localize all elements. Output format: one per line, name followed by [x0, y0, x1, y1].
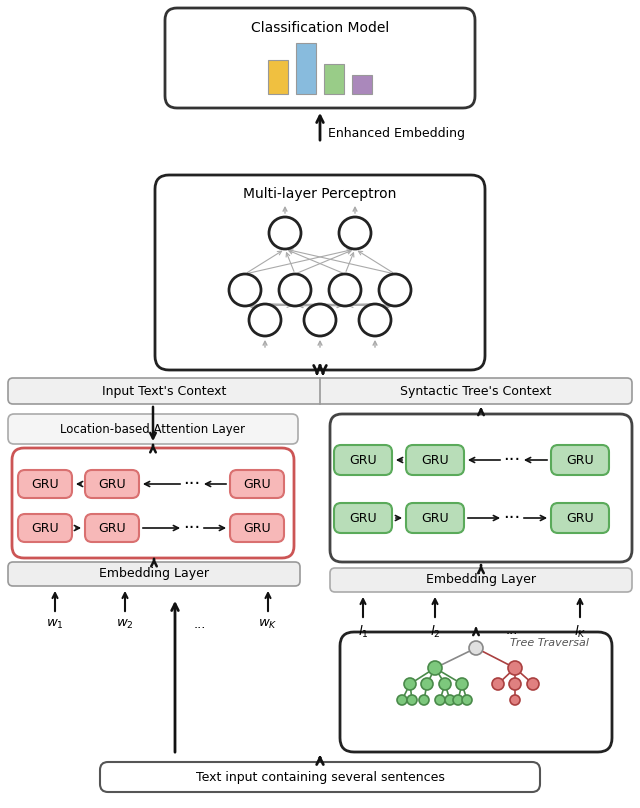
Text: Embedding Layer: Embedding Layer [99, 567, 209, 580]
Text: GRU: GRU [421, 511, 449, 524]
Circle shape [445, 695, 455, 705]
Text: ...: ... [506, 624, 518, 637]
FancyBboxPatch shape [230, 470, 284, 498]
Circle shape [428, 661, 442, 675]
Circle shape [249, 304, 281, 336]
Text: GRU: GRU [31, 478, 59, 490]
FancyBboxPatch shape [551, 503, 609, 533]
Text: ···: ··· [184, 475, 200, 493]
Text: GRU: GRU [349, 511, 377, 524]
Circle shape [421, 678, 433, 690]
Text: GRU: GRU [98, 478, 126, 490]
Circle shape [492, 678, 504, 690]
Text: GRU: GRU [31, 521, 59, 535]
Circle shape [456, 678, 468, 690]
Text: GRU: GRU [243, 521, 271, 535]
Text: GRU: GRU [243, 478, 271, 490]
Text: Text input containing several sentences: Text input containing several sentences [196, 771, 444, 784]
FancyBboxPatch shape [18, 470, 72, 498]
Circle shape [329, 274, 361, 306]
FancyBboxPatch shape [12, 448, 294, 558]
FancyBboxPatch shape [230, 514, 284, 542]
Text: Tree Traversal: Tree Traversal [510, 638, 589, 648]
Text: GRU: GRU [566, 453, 594, 466]
FancyBboxPatch shape [406, 503, 464, 533]
FancyBboxPatch shape [551, 445, 609, 475]
Text: Enhanced Embedding: Enhanced Embedding [328, 127, 465, 140]
Circle shape [229, 274, 261, 306]
FancyBboxPatch shape [8, 414, 298, 444]
Text: $w_K$: $w_K$ [258, 618, 278, 631]
Circle shape [359, 304, 391, 336]
FancyBboxPatch shape [406, 445, 464, 475]
FancyBboxPatch shape [334, 445, 392, 475]
Circle shape [510, 695, 520, 705]
Circle shape [439, 678, 451, 690]
FancyBboxPatch shape [334, 503, 392, 533]
FancyBboxPatch shape [340, 632, 612, 752]
Circle shape [509, 678, 521, 690]
Text: Embedding Layer: Embedding Layer [426, 574, 536, 587]
Circle shape [435, 695, 445, 705]
Circle shape [279, 274, 311, 306]
FancyBboxPatch shape [155, 175, 485, 370]
Circle shape [339, 217, 371, 249]
FancyBboxPatch shape [330, 568, 632, 592]
FancyBboxPatch shape [85, 514, 139, 542]
Bar [296, 43, 316, 94]
Circle shape [527, 678, 539, 690]
Text: ···: ··· [504, 451, 520, 469]
FancyBboxPatch shape [8, 378, 632, 404]
Text: $l_2$: $l_2$ [429, 624, 440, 640]
Circle shape [269, 217, 301, 249]
FancyBboxPatch shape [165, 8, 475, 108]
Bar [352, 75, 372, 94]
Text: ...: ... [194, 618, 206, 631]
FancyBboxPatch shape [85, 470, 139, 498]
Text: $l_1$: $l_1$ [358, 624, 369, 640]
Text: Location-based Attention Layer: Location-based Attention Layer [61, 423, 246, 436]
FancyBboxPatch shape [100, 762, 540, 792]
Circle shape [404, 678, 416, 690]
Circle shape [462, 695, 472, 705]
Text: $w_1$: $w_1$ [46, 618, 64, 631]
Text: Syntactic Tree's Context: Syntactic Tree's Context [400, 385, 552, 398]
FancyBboxPatch shape [8, 562, 300, 586]
Circle shape [397, 695, 407, 705]
Circle shape [407, 695, 417, 705]
Circle shape [419, 695, 429, 705]
Bar [268, 61, 288, 94]
Text: ···: ··· [184, 519, 200, 537]
FancyBboxPatch shape [18, 514, 72, 542]
Circle shape [379, 274, 411, 306]
Text: GRU: GRU [98, 521, 126, 535]
Circle shape [453, 695, 463, 705]
Text: GRU: GRU [421, 453, 449, 466]
FancyBboxPatch shape [330, 414, 632, 562]
Text: ···: ··· [504, 509, 520, 527]
Text: $w_2$: $w_2$ [116, 618, 134, 631]
Text: GRU: GRU [566, 511, 594, 524]
Text: Multi-layer Perceptron: Multi-layer Perceptron [243, 187, 397, 201]
Circle shape [469, 641, 483, 655]
Bar [324, 64, 344, 94]
Circle shape [304, 304, 336, 336]
Text: Input Text's Context: Input Text's Context [102, 385, 226, 398]
Circle shape [508, 661, 522, 675]
Text: Classification Model: Classification Model [251, 21, 389, 35]
Text: $l_K$: $l_K$ [574, 624, 586, 640]
Text: GRU: GRU [349, 453, 377, 466]
